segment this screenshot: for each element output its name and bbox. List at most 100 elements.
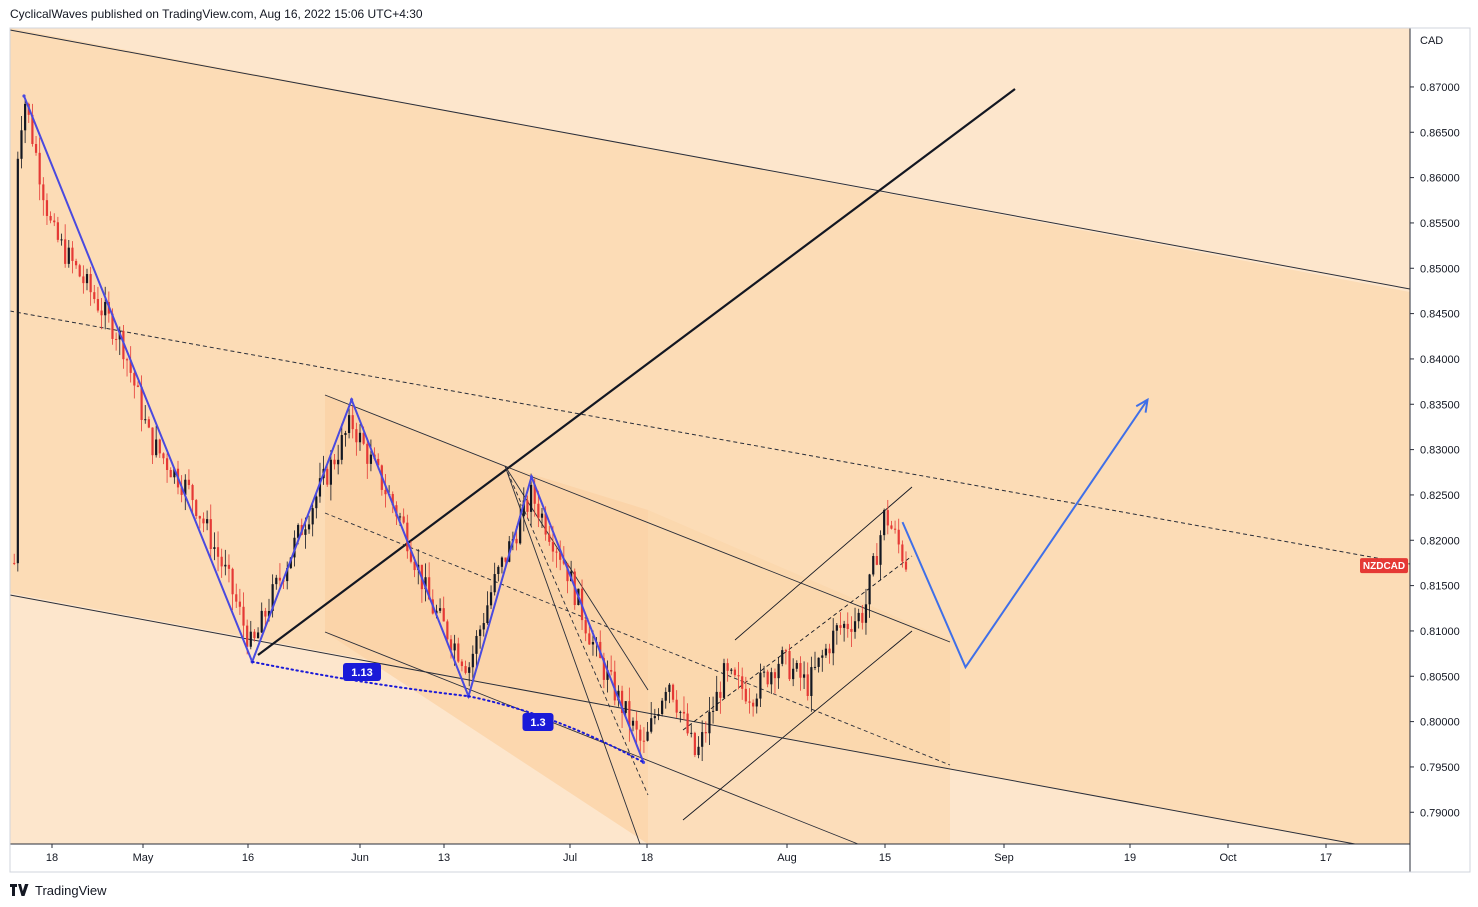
candle-body <box>187 479 191 486</box>
time-tick-label: Oct <box>1219 852 1236 864</box>
price-tick-label: 0.80000 <box>1420 717 1460 729</box>
candle-body <box>100 310 103 316</box>
fan-dashed-line <box>504 465 649 796</box>
candle-body <box>115 338 118 340</box>
candle-body <box>588 633 591 645</box>
ratio-badge: 1.13 <box>343 663 381 681</box>
time-tick-label: 13 <box>438 852 450 864</box>
candle-body <box>260 610 263 633</box>
candle-body <box>733 669 737 676</box>
candle-body <box>162 453 165 459</box>
candle-body <box>788 650 791 680</box>
candle-body <box>715 691 718 711</box>
ratio-badge: 1.3 <box>522 713 554 731</box>
candle-body <box>326 468 329 485</box>
time-tick-label: 18 <box>46 852 58 864</box>
candle-body <box>843 623 846 628</box>
candle-body <box>304 529 307 535</box>
candle-body <box>566 563 569 582</box>
candle-body <box>253 631 256 639</box>
candle-body <box>781 650 784 664</box>
candle-body <box>682 711 686 714</box>
candle-body <box>424 577 427 590</box>
candle-body <box>773 672 777 679</box>
candle-body <box>289 557 292 569</box>
candle-body <box>34 144 38 153</box>
candle-body <box>216 547 220 557</box>
candle-body <box>45 200 49 216</box>
candle-body <box>278 577 282 581</box>
candle-body <box>853 621 857 632</box>
candle-body <box>31 114 34 145</box>
candle-body <box>136 385 140 387</box>
candle-body <box>191 485 194 501</box>
price-tick-label: 0.82000 <box>1420 535 1460 547</box>
candle-body <box>606 670 609 680</box>
candle-body <box>661 700 664 715</box>
time-axis[interactable]: 18 May 16 Jun 13 Jul 18 Aug 15 Sep 19 Oct 17 <box>46 844 1332 864</box>
time-tick-label: May <box>133 852 154 864</box>
candle-body <box>238 601 241 607</box>
candle-body <box>358 432 362 443</box>
candle-body <box>311 508 314 525</box>
ratio-badge-bg <box>522 713 554 731</box>
candle-body <box>704 732 707 734</box>
symbol-tag-label: NZDCAD <box>1363 561 1405 572</box>
candle-body <box>198 516 201 519</box>
candle-body <box>711 710 715 712</box>
candle-body <box>792 668 795 680</box>
candle-body <box>318 478 322 497</box>
rising-channel-lower <box>682 630 913 821</box>
candle-body <box>762 671 766 673</box>
lower-channel-line <box>9 594 1356 845</box>
candle-body <box>748 701 751 703</box>
candle-body <box>904 561 908 570</box>
candle-body <box>453 643 456 651</box>
candle-body <box>817 657 820 667</box>
price-tick-label: 0.81000 <box>1420 626 1460 638</box>
candle-body <box>264 610 267 617</box>
price-axis[interactable]: CAD 0.87000 0.86500 0.86000 0.85500 0.85000 0… <box>1410 35 1460 819</box>
candle-body <box>868 574 871 605</box>
candle-body <box>650 718 653 732</box>
candle-body <box>810 667 813 696</box>
candle-body <box>872 556 875 575</box>
candle-body <box>519 516 522 544</box>
candle-body <box>857 612 860 622</box>
candle-body <box>235 594 238 602</box>
candle-body <box>482 623 485 630</box>
candle-body <box>398 516 402 518</box>
candle-body <box>777 663 780 679</box>
candle-body <box>24 103 27 131</box>
candle-body <box>624 701 627 713</box>
candle-body <box>664 691 667 701</box>
candle-body <box>806 674 809 696</box>
candle-body <box>333 459 336 465</box>
candle-body <box>169 469 172 478</box>
time-tick-label: 17 <box>1320 852 1332 864</box>
price-tick-label: 0.80500 <box>1420 671 1460 683</box>
candle-body <box>89 274 92 293</box>
time-tick-label: 18 <box>641 852 653 864</box>
candle-body <box>533 484 536 504</box>
price-tick-label: 0.85500 <box>1420 218 1460 230</box>
candle-body <box>96 299 100 311</box>
candle-body <box>591 642 595 645</box>
candle-body <box>551 541 555 552</box>
candle-body <box>355 429 358 443</box>
symbol-price-tag: NZDCAD <box>1360 558 1408 574</box>
candle-body <box>719 691 722 698</box>
candle-body <box>537 503 540 518</box>
candle-body <box>85 274 89 284</box>
tradingview-footer[interactable]: TradingView <box>10 881 107 899</box>
tradingview-brand-label: TradingView <box>35 882 107 898</box>
flag-upper-line <box>324 394 951 643</box>
candle-body <box>726 663 729 671</box>
candle-body <box>646 731 649 741</box>
candle-body <box>227 564 231 569</box>
candle-body <box>93 292 96 300</box>
price-tick-label: 0.86000 <box>1420 173 1460 185</box>
candle-body <box>759 672 762 699</box>
candle-body <box>475 635 478 654</box>
